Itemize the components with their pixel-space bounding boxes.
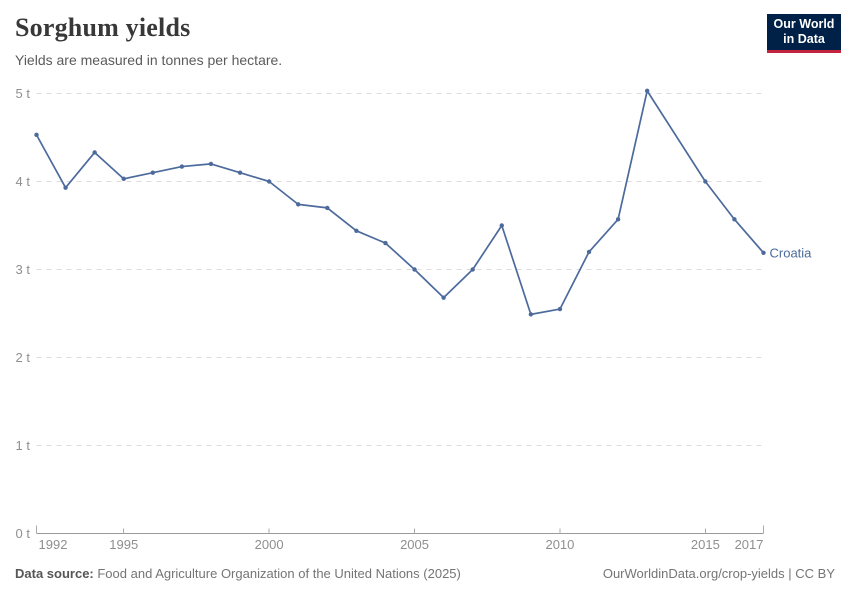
y-tick-label: 2 t bbox=[16, 350, 31, 365]
data-point[interactable] bbox=[150, 170, 156, 175]
data-point[interactable] bbox=[208, 161, 214, 167]
data-point[interactable] bbox=[644, 88, 650, 94]
data-point[interactable] bbox=[121, 176, 126, 182]
x-tick-label: 2000 bbox=[255, 537, 284, 552]
data-point[interactable] bbox=[499, 223, 504, 228]
entity-label[interactable]: Croatia bbox=[770, 245, 813, 260]
y-tick-label: 5 t bbox=[16, 86, 31, 101]
owid-logo[interactable]: Our World in Data bbox=[767, 14, 841, 53]
data-point[interactable] bbox=[528, 312, 534, 317]
data-point[interactable] bbox=[34, 132, 39, 138]
data-point[interactable] bbox=[266, 179, 272, 184]
data-point[interactable] bbox=[383, 240, 388, 246]
y-tick-label: 0 t bbox=[16, 526, 31, 541]
data-point[interactable] bbox=[325, 205, 330, 211]
data-point[interactable] bbox=[470, 267, 475, 272]
data-source-label: Data source: bbox=[15, 566, 94, 581]
x-tick-label: 2010 bbox=[545, 537, 574, 552]
owid-logo-line1: Our World bbox=[773, 17, 835, 31]
data-point[interactable] bbox=[703, 179, 708, 184]
data-point[interactable] bbox=[354, 228, 359, 233]
x-tick-label: 2005 bbox=[400, 537, 429, 552]
data-point[interactable] bbox=[615, 217, 621, 222]
series-line bbox=[35, 90, 765, 316]
chart-subtitle: Yields are measured in tonnes per hectar… bbox=[15, 52, 283, 68]
y-tick-label: 4 t bbox=[16, 174, 31, 189]
data-source: Data source: Food and Agriculture Organi… bbox=[15, 566, 461, 581]
y-tick-label: 1 t bbox=[16, 438, 31, 453]
data-source-text: Food and Agriculture Organization of the… bbox=[93, 566, 461, 581]
data-point[interactable] bbox=[732, 217, 737, 222]
data-point[interactable] bbox=[557, 306, 563, 312]
data-point[interactable] bbox=[237, 170, 243, 175]
data-point[interactable] bbox=[441, 295, 446, 300]
x-tick-label: 2015 bbox=[691, 537, 720, 552]
data-point[interactable] bbox=[412, 267, 417, 272]
credit-link[interactable]: OurWorldinData.org/crop-yields | CC BY bbox=[602, 566, 835, 581]
x-tick-label: 1992 bbox=[39, 537, 68, 552]
data-point[interactable] bbox=[179, 164, 185, 169]
chart-footer: Data source: Food and Agriculture Organi… bbox=[15, 566, 835, 581]
data-point[interactable] bbox=[761, 250, 766, 255]
x-tick-label: 1995 bbox=[109, 537, 138, 552]
y-tick-label: 3 t bbox=[16, 262, 31, 277]
data-point[interactable] bbox=[63, 185, 68, 190]
data-point[interactable] bbox=[92, 150, 97, 155]
data-point[interactable] bbox=[296, 202, 301, 207]
data-point[interactable] bbox=[586, 249, 592, 255]
chart-title: Sorghum yields bbox=[15, 13, 191, 42]
owid-logo-line2: in Data bbox=[783, 32, 825, 46]
x-tick-label: 2017 bbox=[735, 537, 764, 552]
